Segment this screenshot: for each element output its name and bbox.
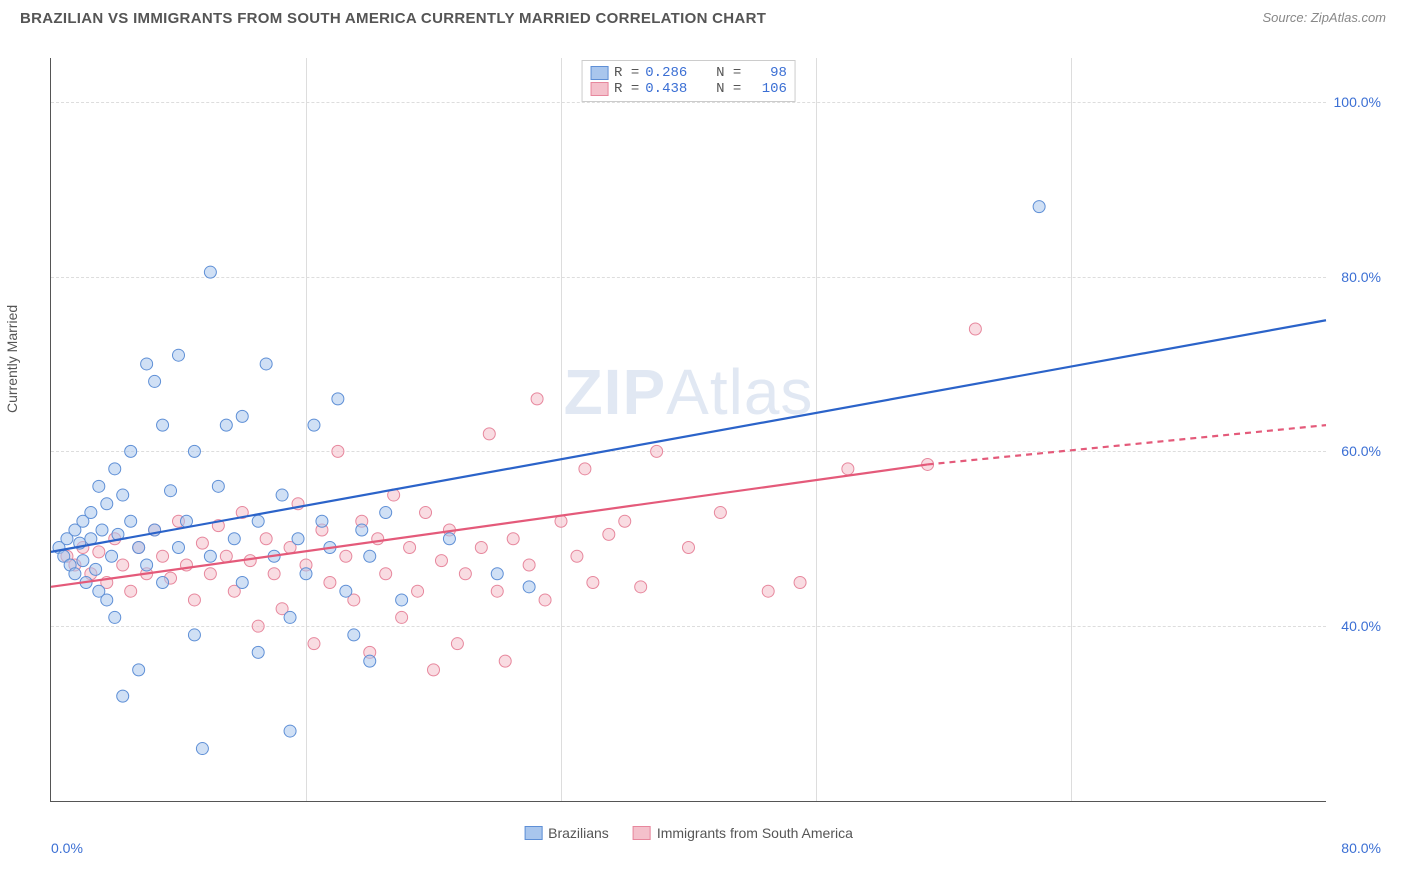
swatch-pink-icon: [590, 82, 608, 96]
regression-line: [51, 320, 1326, 552]
legend-stats-row-pink: R = 0.438 N = 106: [590, 81, 787, 97]
legend-item-pink: Immigrants from South America: [633, 825, 853, 841]
ytick-label: 100.0%: [1334, 94, 1381, 110]
ytick-label: 40.0%: [1341, 618, 1381, 634]
xtick-label: 80.0%: [1341, 840, 1381, 856]
swatch-blue-icon: [524, 826, 542, 840]
chart-container: Currently Married ZIPAtlas R = 0.286 N =…: [40, 48, 1386, 842]
legend-item-blue: Brazilians: [524, 825, 609, 841]
legend-stats: R = 0.286 N = 98 R = 0.438 N = 106: [581, 60, 796, 102]
plot-area: ZIPAtlas R = 0.286 N = 98 R = 0.438 N = …: [50, 58, 1326, 802]
regression-lines: [51, 58, 1326, 801]
y-axis-label: Currently Married: [4, 305, 20, 413]
legend-stats-row-blue: R = 0.286 N = 98: [590, 65, 787, 81]
swatch-pink-icon: [633, 826, 651, 840]
xtick-label: 0.0%: [51, 840, 83, 856]
swatch-blue-icon: [590, 66, 608, 80]
ytick-label: 60.0%: [1341, 443, 1381, 459]
regression-line: [51, 464, 928, 586]
chart-title: BRAZILIAN VS IMMIGRANTS FROM SOUTH AMERI…: [20, 10, 766, 27]
ytick-label: 80.0%: [1341, 269, 1381, 285]
legend-series: Brazilians Immigrants from South America: [524, 825, 853, 841]
source-label: Source: ZipAtlas.com: [1262, 10, 1386, 25]
regression-line: [928, 425, 1326, 464]
